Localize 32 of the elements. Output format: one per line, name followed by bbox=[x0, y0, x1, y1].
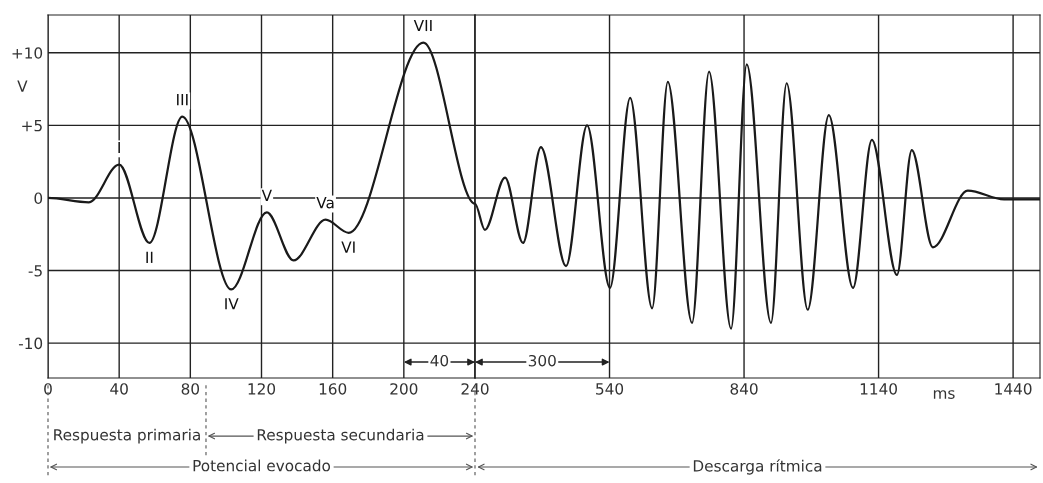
annotation: VI bbox=[341, 241, 355, 253]
text: Respuesta primaria bbox=[54, 428, 200, 444]
annotation: II bbox=[146, 251, 153, 263]
x-tick-label: 840 bbox=[730, 383, 758, 395]
x-tick-label: 40 bbox=[110, 383, 128, 395]
x-tick-label: 1140 bbox=[860, 383, 897, 395]
x-tick-label: 1440 bbox=[995, 383, 1032, 395]
x-tick-label: 160 bbox=[319, 383, 347, 395]
annotation: VII bbox=[413, 19, 432, 32]
y-tick-label: -5 bbox=[28, 265, 42, 277]
x-tick-label: 200 bbox=[390, 383, 418, 395]
y-tick-label: +5 bbox=[22, 120, 42, 132]
text: Respuesta secundaria bbox=[257, 428, 424, 444]
y-tick-label: +10 bbox=[12, 47, 43, 59]
x-tick-label: 80 bbox=[181, 383, 200, 395]
y-tick-label: -10 bbox=[18, 337, 43, 350]
y-tick-label: 0 bbox=[34, 192, 43, 204]
annotation: IV bbox=[225, 298, 239, 310]
annotation: Va bbox=[316, 197, 334, 209]
x-tick-label: 240 bbox=[461, 383, 489, 395]
x-tick-label: 0 bbox=[44, 383, 52, 395]
x-axis-title: ms bbox=[933, 390, 955, 399]
annotation: V bbox=[261, 189, 272, 201]
y-axis-title: V bbox=[17, 80, 28, 92]
x-tick-label: 540 bbox=[596, 383, 624, 395]
annotation: 300 bbox=[528, 354, 556, 367]
annotation: 40 bbox=[430, 354, 449, 367]
annotation: I bbox=[118, 141, 120, 154]
text: Potencial evocado bbox=[193, 459, 331, 472]
x-tick-label: 120 bbox=[248, 383, 276, 395]
text: Descarga rítmica bbox=[693, 459, 822, 475]
annotation: III bbox=[177, 93, 188, 106]
